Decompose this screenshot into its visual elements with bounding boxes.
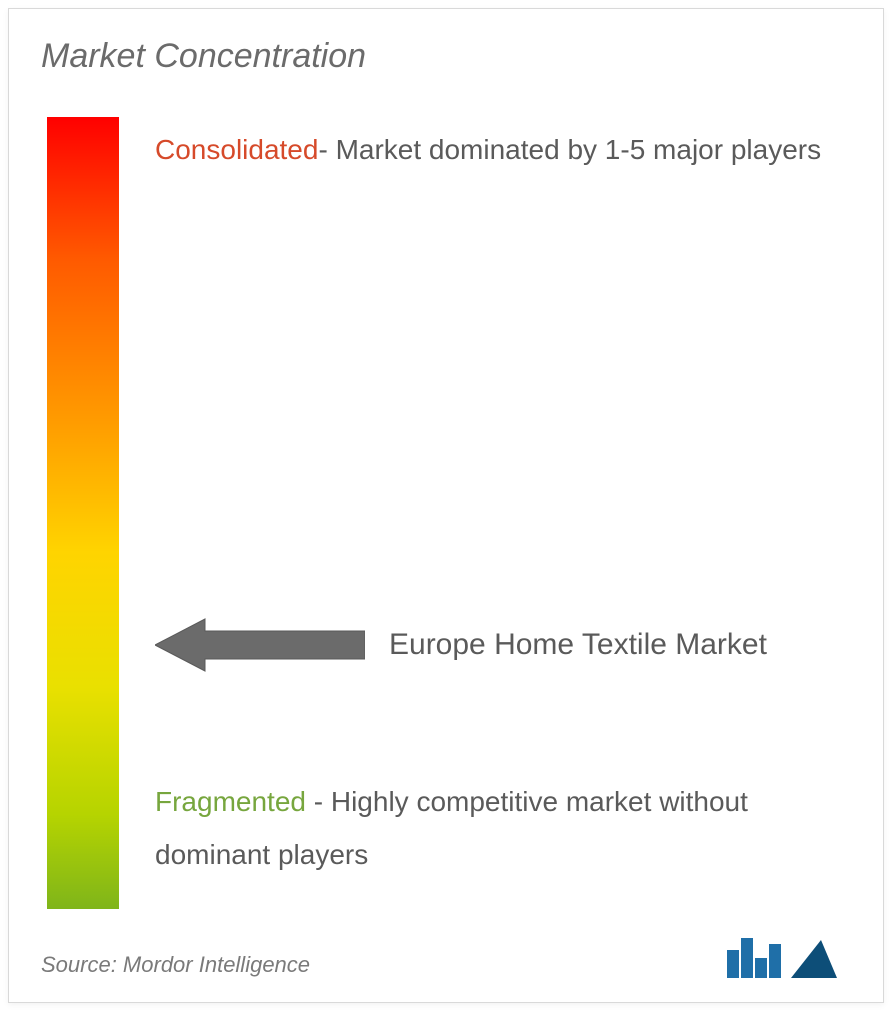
consolidated-description: Consolidated- Market dominated by 1-5 ma… [155, 123, 845, 176]
consolidated-text: Market dominated by 1-5 major players [336, 134, 822, 165]
fragmented-separator: - [306, 786, 331, 817]
brand-logo-icon [727, 932, 847, 984]
chart-title: Market Concentration [41, 37, 366, 76]
arrow-shape [155, 619, 365, 671]
consolidated-separator: - [318, 134, 335, 165]
source-attribution: Source: Mordor Intelligence [41, 952, 310, 978]
logo-bars [727, 938, 781, 978]
consolidated-label: Consolidated [155, 134, 318, 165]
fragmented-description: Fragmented - Highly competitive market w… [155, 775, 845, 881]
fragmented-label: Fragmented [155, 786, 306, 817]
infographic-card: Market Concentration Consolidated- Marke… [8, 8, 884, 1003]
concentration-gradient-bar [47, 117, 119, 909]
arrow-left-icon [155, 615, 365, 675]
market-name-label: Europe Home Textile Market [389, 625, 767, 666]
market-pointer: Europe Home Textile Market [155, 615, 767, 675]
logo-triangle [791, 940, 837, 978]
